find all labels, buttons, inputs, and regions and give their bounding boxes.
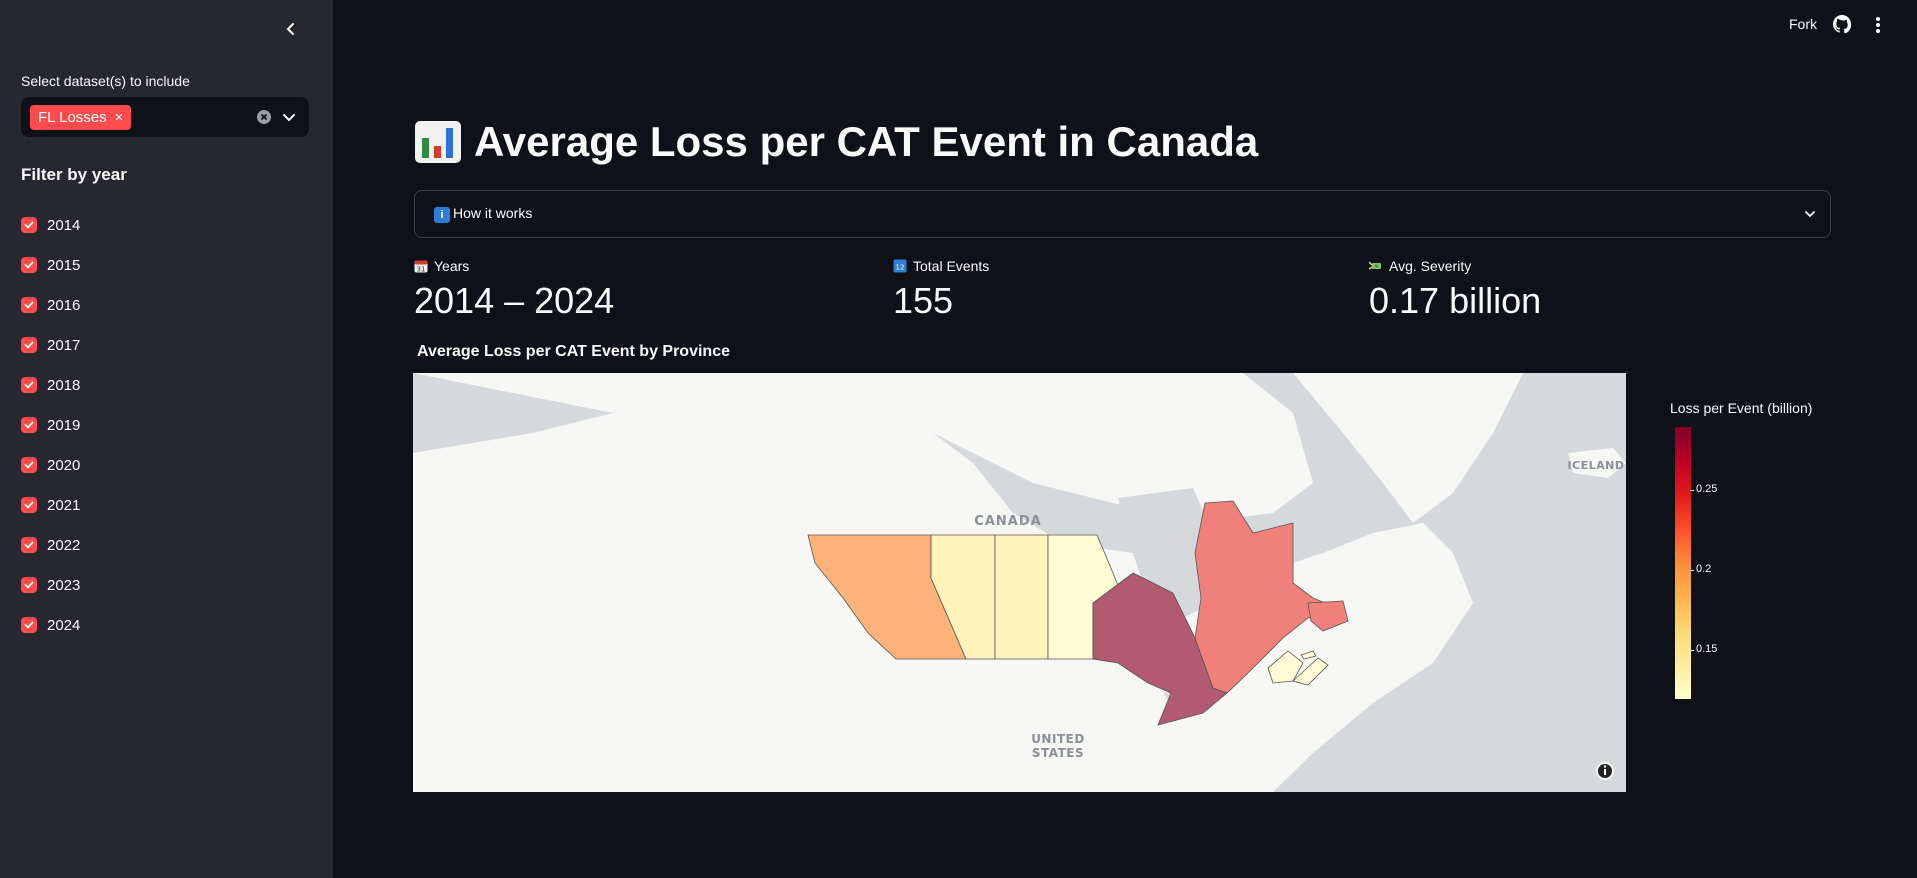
filter-by-year-heading: Filter by year (21, 165, 127, 184)
hudson-bay (1118, 488, 1213, 573)
year-label: 2018 (47, 376, 81, 394)
selected-chip: FL Losses × (30, 105, 132, 130)
metric-label: Years (434, 258, 470, 274)
checkbox-checked-icon[interactable] (21, 257, 37, 273)
metric-value: 0.17 billion (1369, 280, 1542, 321)
checkbox-checked-icon[interactable] (21, 337, 37, 353)
collapse-sidebar-button[interactable] (278, 16, 304, 42)
province-nova-scotia (1292, 657, 1329, 686)
land-iceland (1568, 448, 1626, 478)
chevron-left-icon (286, 23, 294, 35)
year-label: 2014 (47, 216, 81, 234)
year-checkbox-2014[interactable]: 2014 (21, 205, 80, 245)
bar-chart-icon (415, 121, 461, 163)
province-alberta (930, 534, 996, 660)
map-label-united: UNITED (1031, 732, 1085, 746)
year-label: 2023 (47, 576, 81, 594)
checkbox-checked-icon[interactable] (21, 377, 37, 393)
year-label: 2021 (47, 496, 81, 514)
province-newfoundland (1307, 600, 1349, 632)
checkbox-checked-icon[interactable] (21, 577, 37, 593)
map-label-states: STATES (1032, 746, 1084, 760)
colorbar-tick: 0.25 (1689, 483, 1718, 495)
clear-all-icon[interactable] (256, 109, 272, 125)
svg-text:12: 12 (896, 264, 905, 272)
map-label-canada: CANADA (974, 514, 1041, 529)
year-label: 2019 (47, 416, 81, 434)
expander-label: How it works (453, 205, 533, 221)
chart-title: Average Loss per CAT Event by Province (417, 343, 730, 360)
how-it-works-expander[interactable]: i How it works (414, 190, 1831, 238)
year-checkbox-2022[interactable]: 2022 (21, 525, 80, 565)
checkbox-checked-icon[interactable] (21, 417, 37, 433)
colorbar-tick: 0.2 (1689, 563, 1712, 575)
colorbar-tick: 0.15 (1689, 643, 1718, 655)
page-title: Average Loss per CAT Event in Canada (414, 118, 1258, 166)
sidebar: Select dataset(s) to include FL Losses ×… (0, 0, 333, 878)
year-label: 2015 (47, 256, 81, 274)
chip-remove-icon[interactable]: × (114, 109, 124, 126)
more-menu-icon[interactable] (1873, 15, 1883, 35)
page-title-text: Average Loss per CAT Event in Canada (474, 118, 1259, 165)
metric-value: 2014 – 2024 (414, 280, 615, 321)
metric-label: Total Events (913, 258, 990, 274)
metric-total-events: 12 Total Events 155 (893, 258, 989, 322)
svg-text:31: 31 (417, 266, 426, 274)
numbers-icon: 12 (893, 259, 907, 273)
checkbox-checked-icon[interactable] (21, 617, 37, 633)
money-with-wings-icon (1369, 261, 1381, 270)
metric-avg-severity: Avg. Severity 0.17 billion (1369, 258, 1541, 322)
year-label: 2016 (47, 296, 81, 314)
dataset-select-label: Select dataset(s) to include (21, 73, 190, 89)
year-label: 2024 (47, 616, 81, 634)
chip-label: FL Losses (38, 109, 107, 126)
province-pei (1300, 650, 1317, 660)
map-label-iceland: ICELAND (1567, 459, 1624, 472)
map-info-icon[interactable] (1596, 762, 1614, 780)
province-saskatchewan (994, 534, 1049, 660)
year-label: 2022 (47, 536, 81, 554)
year-checkbox-2021[interactable]: 2021 (21, 485, 80, 525)
year-checkbox-2018[interactable]: 2018 (21, 365, 80, 405)
fork-link[interactable]: Fork (1789, 16, 1817, 32)
year-label: 2017 (47, 336, 81, 354)
checkbox-checked-icon[interactable] (21, 457, 37, 473)
colorbar (1675, 427, 1691, 699)
github-icon[interactable] (1833, 15, 1851, 33)
chevron-down-icon[interactable] (280, 108, 298, 126)
calendar-icon: 31 (414, 260, 428, 274)
year-checkbox-list: 2014 2015 2016 2017 2018 2019 2020 2021 2022 2023… (21, 205, 80, 645)
year-checkbox-2020[interactable]: 2020 (21, 445, 80, 485)
year-checkbox-2019[interactable]: 2019 (21, 405, 80, 445)
year-label: 2020 (47, 456, 81, 474)
land-arctic (793, 373, 1313, 523)
province-new-brunswick (1267, 650, 1304, 684)
metric-value: 155 (893, 280, 954, 321)
chevron-down-icon (1805, 211, 1815, 218)
info-icon: i (434, 207, 450, 223)
checkbox-checked-icon[interactable] (21, 217, 37, 233)
choropleth-map[interactable]: CANADA ICELAND UNITED STATES (413, 373, 1626, 792)
year-checkbox-2016[interactable]: 2016 (21, 285, 80, 325)
year-checkbox-2023[interactable]: 2023 (21, 565, 80, 605)
checkbox-checked-icon[interactable] (21, 297, 37, 313)
metric-years: 31 Years 2014 – 2024 (414, 258, 614, 322)
year-checkbox-2015[interactable]: 2015 (21, 245, 80, 285)
year-checkbox-2024[interactable]: 2024 (21, 605, 80, 645)
year-checkbox-2017[interactable]: 2017 (21, 325, 80, 365)
province-ontario (1092, 572, 1228, 726)
colorbar-title: Loss per Event (billion) (1670, 400, 1813, 416)
checkbox-checked-icon[interactable] (21, 497, 37, 513)
land-greenland (1293, 373, 1523, 523)
checkbox-checked-icon[interactable] (21, 537, 37, 553)
dataset-multiselect[interactable]: FL Losses × (21, 97, 309, 137)
metric-label: Avg. Severity (1389, 258, 1472, 274)
